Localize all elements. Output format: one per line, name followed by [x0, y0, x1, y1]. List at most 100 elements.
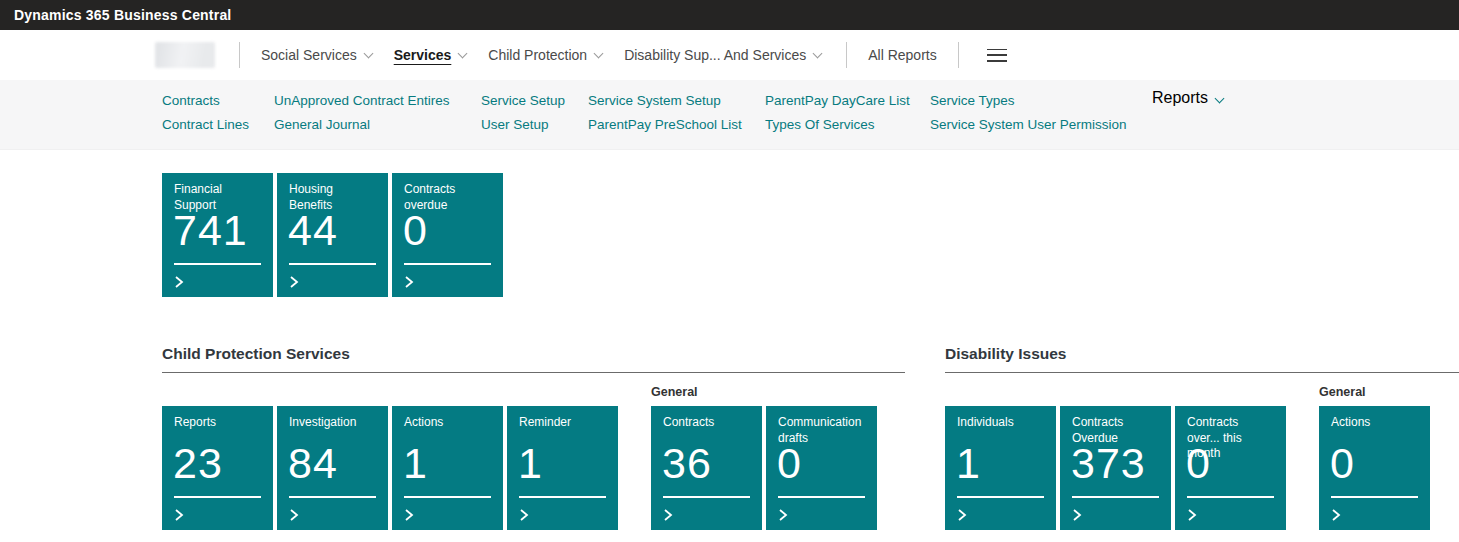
section-disability-issues: Disability Issues Individuals 1 Contract…	[945, 345, 1459, 530]
tile-divider	[174, 496, 261, 498]
cue-tile-financial-support[interactable]: Financial Support 741	[162, 173, 273, 297]
tile-divider	[289, 263, 376, 265]
subnav-column: UnApproved Contract Entires General Jour…	[274, 89, 481, 137]
sections-row: Child Protection Services Reports 23 Inv…	[162, 345, 1459, 530]
subnav-column: ParentPay DayCare List Types Of Services	[765, 89, 930, 137]
nav-item-label: Disability Sup... And Services	[624, 47, 806, 63]
nav-item-disability-support[interactable]: Disability Sup... And Services	[613, 47, 832, 63]
cue-row: Individuals 1 Contracts Overdue 373	[945, 406, 1286, 530]
subnav-column: Service Types Service System User Permis…	[930, 89, 1152, 137]
cue-group-label: General	[1319, 385, 1430, 406]
subnav-link-service-system-user-permission[interactable]: Service System User Permission	[930, 113, 1152, 137]
cue-tile-value: 23	[173, 439, 223, 488]
tile-divider	[1072, 496, 1159, 498]
subnav-link-parentpay-preschool-list[interactable]: ParentPay PreSchool List	[588, 113, 765, 137]
chevron-right-icon	[778, 508, 788, 522]
chevron-down-icon	[363, 48, 373, 58]
chevron-right-icon	[663, 508, 673, 522]
cue-tile-label: Reports	[174, 415, 261, 431]
chevron-right-icon	[174, 508, 184, 522]
chevron-down-icon	[1215, 94, 1225, 104]
cue-tile-investigation[interactable]: Investigation 84	[277, 406, 388, 530]
cue-tile-value: 44	[288, 206, 338, 255]
cue-tile-value: 1	[403, 439, 428, 488]
subnav-column: Contracts Contract Lines	[162, 89, 274, 137]
chevron-down-icon	[458, 48, 468, 58]
cue-group-label	[162, 385, 618, 406]
chevron-right-icon	[289, 508, 299, 522]
cue-tile-label: Investigation	[289, 415, 376, 431]
cue-tile-communication-drafts[interactable]: Communication drafts 0	[766, 406, 877, 530]
cue-tile-reports[interactable]: Reports 23	[162, 406, 273, 530]
tile-divider	[1331, 496, 1418, 498]
subnav-link-parentpay-daycare-list[interactable]: ParentPay DayCare List	[765, 89, 930, 113]
chevron-right-icon	[174, 275, 184, 289]
subnav-link-unapproved-contract-entires[interactable]: UnApproved Contract Entires	[274, 89, 481, 113]
cue-tile-contracts[interactable]: Contracts 36	[651, 406, 762, 530]
tile-divider	[1187, 496, 1274, 498]
chevron-right-icon	[289, 275, 299, 289]
subnav-link-service-types[interactable]: Service Types	[930, 89, 1152, 113]
cue-tile-contracts-overdue[interactable]: Contracts overdue 0	[392, 173, 503, 297]
chevron-right-icon	[1331, 508, 1341, 522]
cue-group-main: Reports 23 Investigation 84 Acti	[162, 385, 618, 530]
subnav-link-reports: Reports	[1152, 89, 1208, 107]
cue-tile-contracts-overdue-disability[interactable]: Contracts Overdue 373	[1060, 406, 1171, 530]
cue-tile-value: 84	[288, 439, 338, 488]
chevron-right-icon	[1187, 508, 1197, 522]
chevron-right-icon	[957, 508, 967, 522]
section-child-protection-services: Child Protection Services Reports 23 Inv…	[162, 345, 905, 530]
cue-tile-value: 1	[518, 439, 543, 488]
cue-tile-individuals[interactable]: Individuals 1	[945, 406, 1056, 530]
nav-item-label: Child Protection	[488, 47, 587, 63]
section-title: Child Protection Services	[162, 345, 905, 373]
tile-divider	[957, 496, 1044, 498]
cue-tile-value: 0	[777, 439, 802, 488]
company-name-redacted[interactable]	[155, 42, 215, 68]
cue-tile-actions[interactable]: Actions 1	[392, 406, 503, 530]
subnav-link-types-of-services[interactable]: Types Of Services	[765, 113, 930, 137]
subnav-link-contracts[interactable]: Contracts	[162, 89, 274, 113]
subnav-link-general-journal[interactable]: General Journal	[274, 113, 481, 137]
cue-tile-value: 741	[173, 206, 248, 255]
nav-item-label: Social Services	[261, 47, 357, 63]
cue-groups: Individuals 1 Contracts Overdue 373	[945, 385, 1459, 530]
cue-tile-label: Actions	[1331, 415, 1418, 431]
subnav-link-service-system-setup[interactable]: Service System Setup	[588, 89, 765, 113]
divider	[958, 42, 959, 68]
chevron-down-icon	[594, 48, 604, 58]
activities-cue-group: Financial Support 741 Housing Benefits 4…	[162, 173, 1459, 297]
cue-tile-label: Actions	[404, 415, 491, 431]
cue-row: Contracts 36 Communication drafts 0	[651, 406, 877, 530]
nav-item-child-protection[interactable]: Child Protection	[477, 47, 613, 63]
tile-divider	[519, 496, 606, 498]
nav-item-label: All Reports	[868, 47, 936, 63]
subnav-link-user-setup[interactable]: User Setup	[481, 113, 588, 137]
cue-tile-label: Reminder	[519, 415, 606, 431]
cue-tile-value: 0	[1186, 439, 1211, 488]
cue-tile-actions-general[interactable]: Actions 0	[1319, 406, 1430, 530]
cue-tile-housing-benefits[interactable]: Housing Benefits 44	[277, 173, 388, 297]
app-top-bar: Dynamics 365 Business Central	[0, 0, 1459, 30]
cue-group-general: General Actions 0	[1319, 385, 1430, 530]
chevron-right-icon	[519, 508, 529, 522]
nav-item-all-reports[interactable]: All Reports	[857, 47, 947, 63]
subnav-link-service-setup[interactable]: Service Setup	[481, 89, 588, 113]
section-title: Disability Issues	[945, 345, 1459, 373]
nav-item-services[interactable]: Services	[383, 47, 478, 63]
main-navigation-bar: Social Services Services Child Protectio…	[0, 30, 1459, 80]
nav-item-social-services[interactable]: Social Services	[250, 47, 383, 63]
cue-tile-reminder[interactable]: Reminder 1	[507, 406, 618, 530]
cue-tile-value: 0	[403, 206, 428, 255]
divider	[239, 42, 240, 68]
cue-tile-contracts-over-this-month[interactable]: Contracts over... this month 0	[1175, 406, 1286, 530]
hamburger-menu-icon[interactable]	[987, 49, 1007, 62]
subnav-column: Service System Setup ParentPay PreSchool…	[588, 89, 765, 137]
chevron-right-icon	[404, 508, 414, 522]
divider	[846, 42, 847, 68]
cue-groups: Reports 23 Investigation 84 Acti	[162, 385, 905, 530]
tile-divider	[404, 263, 491, 265]
cue-group-label: General	[651, 385, 877, 406]
subnav-link-contract-lines[interactable]: Contract Lines	[162, 113, 274, 137]
subnav-reports-dropdown[interactable]: Reports	[1152, 89, 1223, 137]
